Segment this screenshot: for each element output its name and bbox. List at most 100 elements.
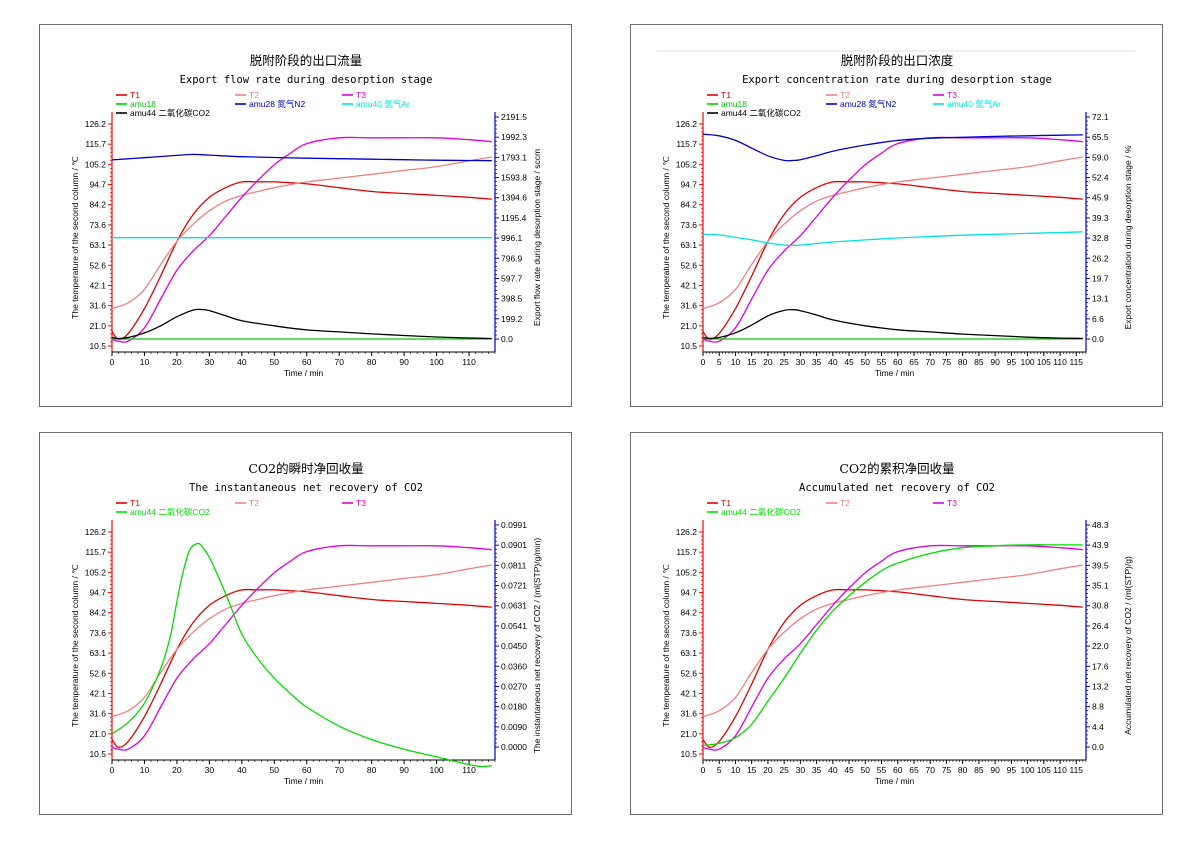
x-tick-label: 80 [367, 765, 377, 775]
y-tick-label: 42.1 [680, 688, 697, 698]
y-tick-label: 52.6 [680, 260, 697, 270]
x-tick-label: 75 [942, 357, 952, 367]
series-line-amu44 [702, 544, 1083, 747]
chart-subtitle: Accumulated net recovery of CO2 [799, 482, 995, 494]
y-tick-label: 73.6 [89, 628, 106, 638]
y-tick-label: 31.6 [680, 301, 697, 311]
x-tick-label: 40 [237, 357, 247, 367]
y2-tick-label: 48.3 [1092, 520, 1109, 530]
x-tick-label: 110 [1053, 357, 1067, 367]
y-tick-label: 63.1 [680, 648, 697, 658]
y-tick-label: 115.7 [85, 547, 106, 557]
x-tick-label: 45 [844, 765, 854, 775]
legend-label: amu44 二氧化碳CO2 [130, 108, 210, 118]
chart-panel-flow-rate: 脱附阶段的出口流量 Export flow rate during desorpt… [39, 24, 572, 407]
legend-label: amu18 [721, 99, 747, 109]
y-tick-label: 21.0 [680, 321, 697, 331]
series-line-t3 [111, 544, 492, 751]
y-tick-label: 126.2 [85, 527, 107, 537]
y-tick-label: 84.2 [680, 200, 697, 210]
x-tick-label: 60 [893, 357, 903, 367]
series-line-t1 [702, 180, 1083, 340]
chart-subtitle: The instantaneous net recovery of CO2 [189, 482, 423, 494]
y2-tick-label: 0.0270 [501, 681, 527, 691]
series-line-amu28 [702, 133, 1083, 162]
legend-label: amu18 [130, 99, 156, 109]
y-tick-label: 94.7 [680, 180, 697, 190]
y2-tick-label: 4.4 [1092, 722, 1104, 732]
y-tick-label: 10.5 [680, 341, 697, 351]
x-tick-label: 10 [731, 357, 741, 367]
y2-axis-label: Export flow rate during desorption stage… [532, 149, 542, 326]
y-tick-label: 94.7 [89, 588, 106, 598]
chart-subtitle: Export flow rate during desorption stage [180, 74, 433, 86]
x-tick-label: 90 [990, 765, 1000, 775]
x-tick-label: 105 [1037, 765, 1051, 775]
legend-label: amu40 氩气Ar [947, 99, 1001, 109]
chart-title: 脱附阶段的出口浓度 [841, 53, 954, 68]
y2-tick-label: 0.0631 [501, 601, 527, 611]
legend-label: T1 [130, 498, 140, 508]
legend-label: amu44 二氧化碳CO2 [130, 507, 210, 517]
x-tick-label: 45 [844, 357, 854, 367]
series-line-t3 [702, 136, 1083, 343]
legend-label: amu44 二氧化碳CO2 [721, 108, 801, 118]
x-tick-label: 30 [796, 357, 806, 367]
x-tick-label: 65 [909, 357, 919, 367]
y2-tick-label: 43.9 [1092, 540, 1109, 550]
x-tick-label: 70 [334, 357, 344, 367]
y-tick-label: 63.1 [89, 240, 106, 250]
x-tick-label: 80 [367, 357, 377, 367]
x-tick-label: 20 [763, 357, 773, 367]
legend-label: amu44 二氧化碳CO2 [721, 507, 801, 517]
y2-tick-label: 1195.4 [501, 213, 527, 223]
y-tick-label: 31.6 [89, 301, 106, 311]
y2-tick-label: 39.3 [1092, 213, 1109, 223]
y-tick-label: 52.6 [89, 668, 106, 678]
x-tick-label: 70 [925, 357, 935, 367]
y-tick-label: 105.2 [676, 567, 698, 577]
y2-tick-label: 35.1 [1092, 581, 1109, 591]
series-line-amu40 [702, 231, 1083, 247]
legend-label: T3 [947, 498, 957, 508]
legend-label: T1 [130, 90, 140, 100]
y2-tick-label: 22.0 [1092, 641, 1109, 651]
x-tick-label: 35 [812, 765, 822, 775]
y2-tick-label: 13.2 [1092, 681, 1109, 691]
series-line-t2 [702, 156, 1083, 310]
x-tick-label: 10 [731, 765, 741, 775]
y2-tick-label: 19.7 [1092, 273, 1109, 283]
y-tick-label: 21.0 [680, 729, 697, 739]
series-line-amu28 [111, 153, 492, 162]
y2-tick-label: 8.8 [1092, 702, 1104, 712]
y2-tick-label: 0.0721 [501, 581, 527, 591]
x-tick-label: 65 [909, 765, 919, 775]
y2-tick-label: 30.8 [1092, 601, 1109, 611]
y2-tick-label: 26.4 [1092, 621, 1109, 631]
y-tick-label: 31.6 [680, 709, 697, 719]
x-tick-label: 5 [717, 357, 722, 367]
y-axis-label: The temperature of the second column / ℃ [70, 156, 80, 319]
x-tick-label: 40 [828, 765, 838, 775]
x-tick-label: 25 [779, 357, 789, 367]
y2-tick-label: 0.0360 [501, 661, 527, 671]
series-line-t2 [111, 564, 492, 718]
x-axis-label: Time / min [284, 368, 324, 378]
x-tick-label: 50 [861, 357, 871, 367]
y-tick-label: 94.7 [89, 180, 106, 190]
y2-tick-label: 597.7 [501, 273, 523, 283]
legend-label: T1 [721, 498, 731, 508]
x-tick-label: 95 [1007, 765, 1017, 775]
x-tick-label: 35 [812, 357, 822, 367]
series-line-t1 [111, 180, 492, 340]
series-line-amu44 [111, 542, 492, 768]
y2-tick-label: 0.0000 [501, 742, 527, 752]
y2-tick-label: 52.4 [1092, 173, 1109, 183]
series-line-t1 [111, 588, 492, 748]
x-tick-label: 0 [110, 765, 115, 775]
x-tick-label: 100 [1020, 357, 1034, 367]
y-tick-label: 73.6 [89, 220, 106, 230]
y-axis-label: The temperature of the second column / ℃ [661, 564, 671, 727]
y-axis-label: The temperature of the second column / ℃ [70, 564, 80, 727]
x-axis-label: Time / min [284, 776, 324, 786]
